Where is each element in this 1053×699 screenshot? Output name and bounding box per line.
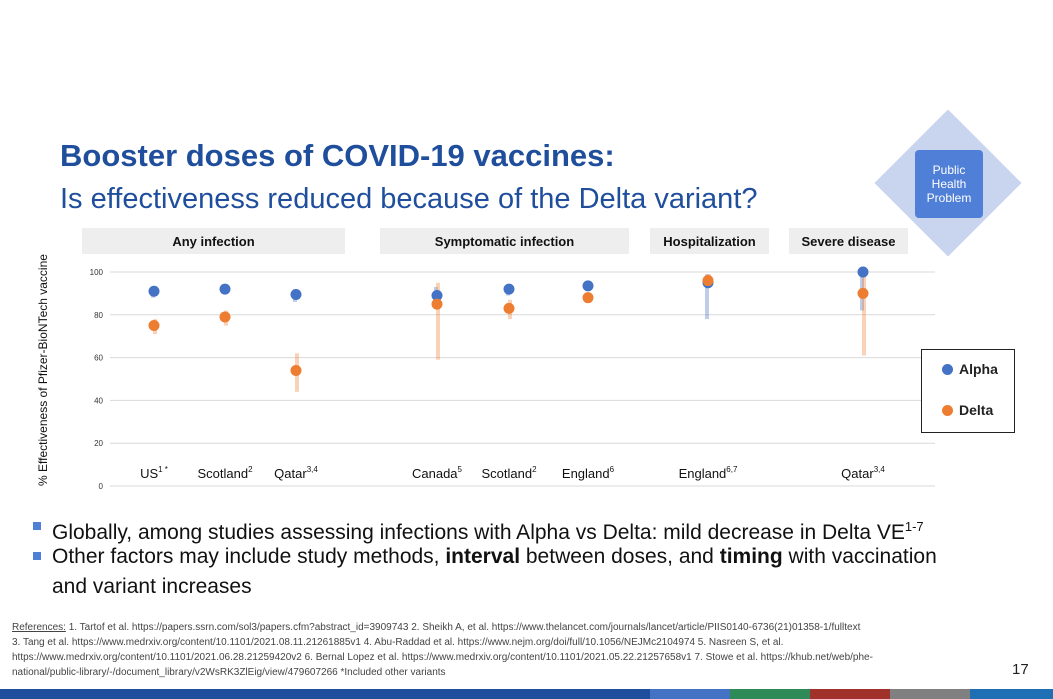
- y-tick-label: 40: [94, 396, 103, 405]
- group-header-symptomatic-infection: Symptomatic infection: [380, 228, 629, 254]
- point-delta: [431, 298, 443, 310]
- point-alpha: [582, 280, 594, 292]
- point-alpha: [431, 290, 443, 302]
- references-line-1-text: 1. Tartof et al. https://papers.ssrn.com…: [65, 622, 861, 633]
- point-delta: [219, 311, 231, 323]
- references-line-1: References: 1. Tartof et al. https://pap…: [12, 620, 1032, 635]
- point-alpha: [503, 283, 515, 295]
- x-category-label: England6: [562, 465, 615, 481]
- point-delta: [857, 287, 869, 299]
- x-category-label: Scotland2: [481, 465, 537, 481]
- point-delta: [503, 302, 515, 314]
- bottom-bar-segment-3: [810, 689, 890, 699]
- y-tick-label: 60: [94, 354, 103, 363]
- bullet-2-text-a: Other factors may include study methods,: [52, 545, 446, 568]
- badge-line-2: Health: [931, 177, 967, 191]
- bullet-2-text-c: with vaccination: [782, 545, 937, 568]
- legend-delta-label: Delta: [959, 402, 994, 418]
- bullet-2-text-b: between doses, and: [520, 545, 720, 568]
- y-tick-label: 80: [94, 311, 103, 320]
- legend-delta-marker: [942, 404, 953, 416]
- x-category-label: Canada5: [412, 465, 463, 481]
- point-delta: [702, 275, 714, 287]
- group-header-hospitalization: Hospitalization: [650, 228, 769, 254]
- point-delta: [148, 320, 160, 331]
- badge-box: Public Health Problem: [915, 150, 983, 218]
- references: References: 1. Tartof et al. https://pap…: [12, 620, 1032, 680]
- x-category-label: Qatar3,4: [274, 465, 318, 481]
- legend-alpha-marker: [942, 363, 953, 375]
- legend-item-delta: Delta: [942, 402, 993, 418]
- bottom-bar: [0, 689, 1053, 699]
- point-delta: [290, 364, 302, 376]
- x-category-label: Qatar3,4: [841, 465, 885, 481]
- public-health-problem-badge: Public Health Problem: [874, 109, 1023, 258]
- point-alpha: [857, 266, 869, 278]
- bottom-bar-segment-2: [730, 689, 810, 699]
- page-number: 17: [1012, 661, 1029, 678]
- references-label: References:: [12, 622, 66, 633]
- references-line-3: https://www.medrxiv.org/content/10.1101/…: [12, 652, 873, 663]
- chart-legend: Alpha Delta: [921, 349, 1015, 433]
- bottom-bar-segment-4: [890, 689, 970, 699]
- x-category-label: US1 *: [140, 465, 168, 481]
- bullet-marker: [33, 552, 41, 560]
- bullet-1-text: Globally, among studies assessing infect…: [52, 521, 905, 544]
- legend-alpha-label: Alpha: [959, 361, 998, 377]
- bullet-1-superscript: 1-7: [904, 519, 924, 534]
- badge-line-1: Public: [932, 163, 966, 177]
- point-alpha: [148, 285, 160, 297]
- point-alpha: [219, 283, 231, 295]
- bullet-2-timing: timing: [719, 545, 783, 568]
- x-category-label: England6,7: [679, 465, 738, 481]
- bullet-2-interval: interval: [445, 545, 521, 568]
- legend-item-alpha: Alpha: [942, 361, 998, 377]
- bottom-bar-segment-5: [970, 689, 1053, 699]
- y-tick-label: 0: [99, 482, 104, 491]
- bullet-2-line-2: and variant increases: [52, 575, 252, 598]
- group-header-severe-disease: Severe disease: [789, 228, 908, 254]
- bullet-marker: [33, 522, 41, 530]
- slide-title: Booster doses of COVID-19 vaccines:: [60, 138, 615, 173]
- point-alpha: [290, 288, 302, 300]
- badge-line-3: Problem: [926, 191, 972, 205]
- slide-subtitle: Is effectiveness reduced because of the …: [60, 183, 758, 215]
- group-header-any-infection: Any infection: [82, 228, 345, 254]
- bottom-bar-segment-1: [650, 689, 730, 699]
- references-line-2: 3. Tang et al. https://www.medrxiv.org/c…: [12, 637, 784, 648]
- y-tick-label: 100: [90, 268, 104, 277]
- y-tick-label: 20: [94, 439, 103, 448]
- x-category-label: Scotland2: [197, 465, 253, 481]
- references-line-4: national/public-library/-/document_libra…: [12, 667, 446, 678]
- point-delta: [582, 292, 594, 304]
